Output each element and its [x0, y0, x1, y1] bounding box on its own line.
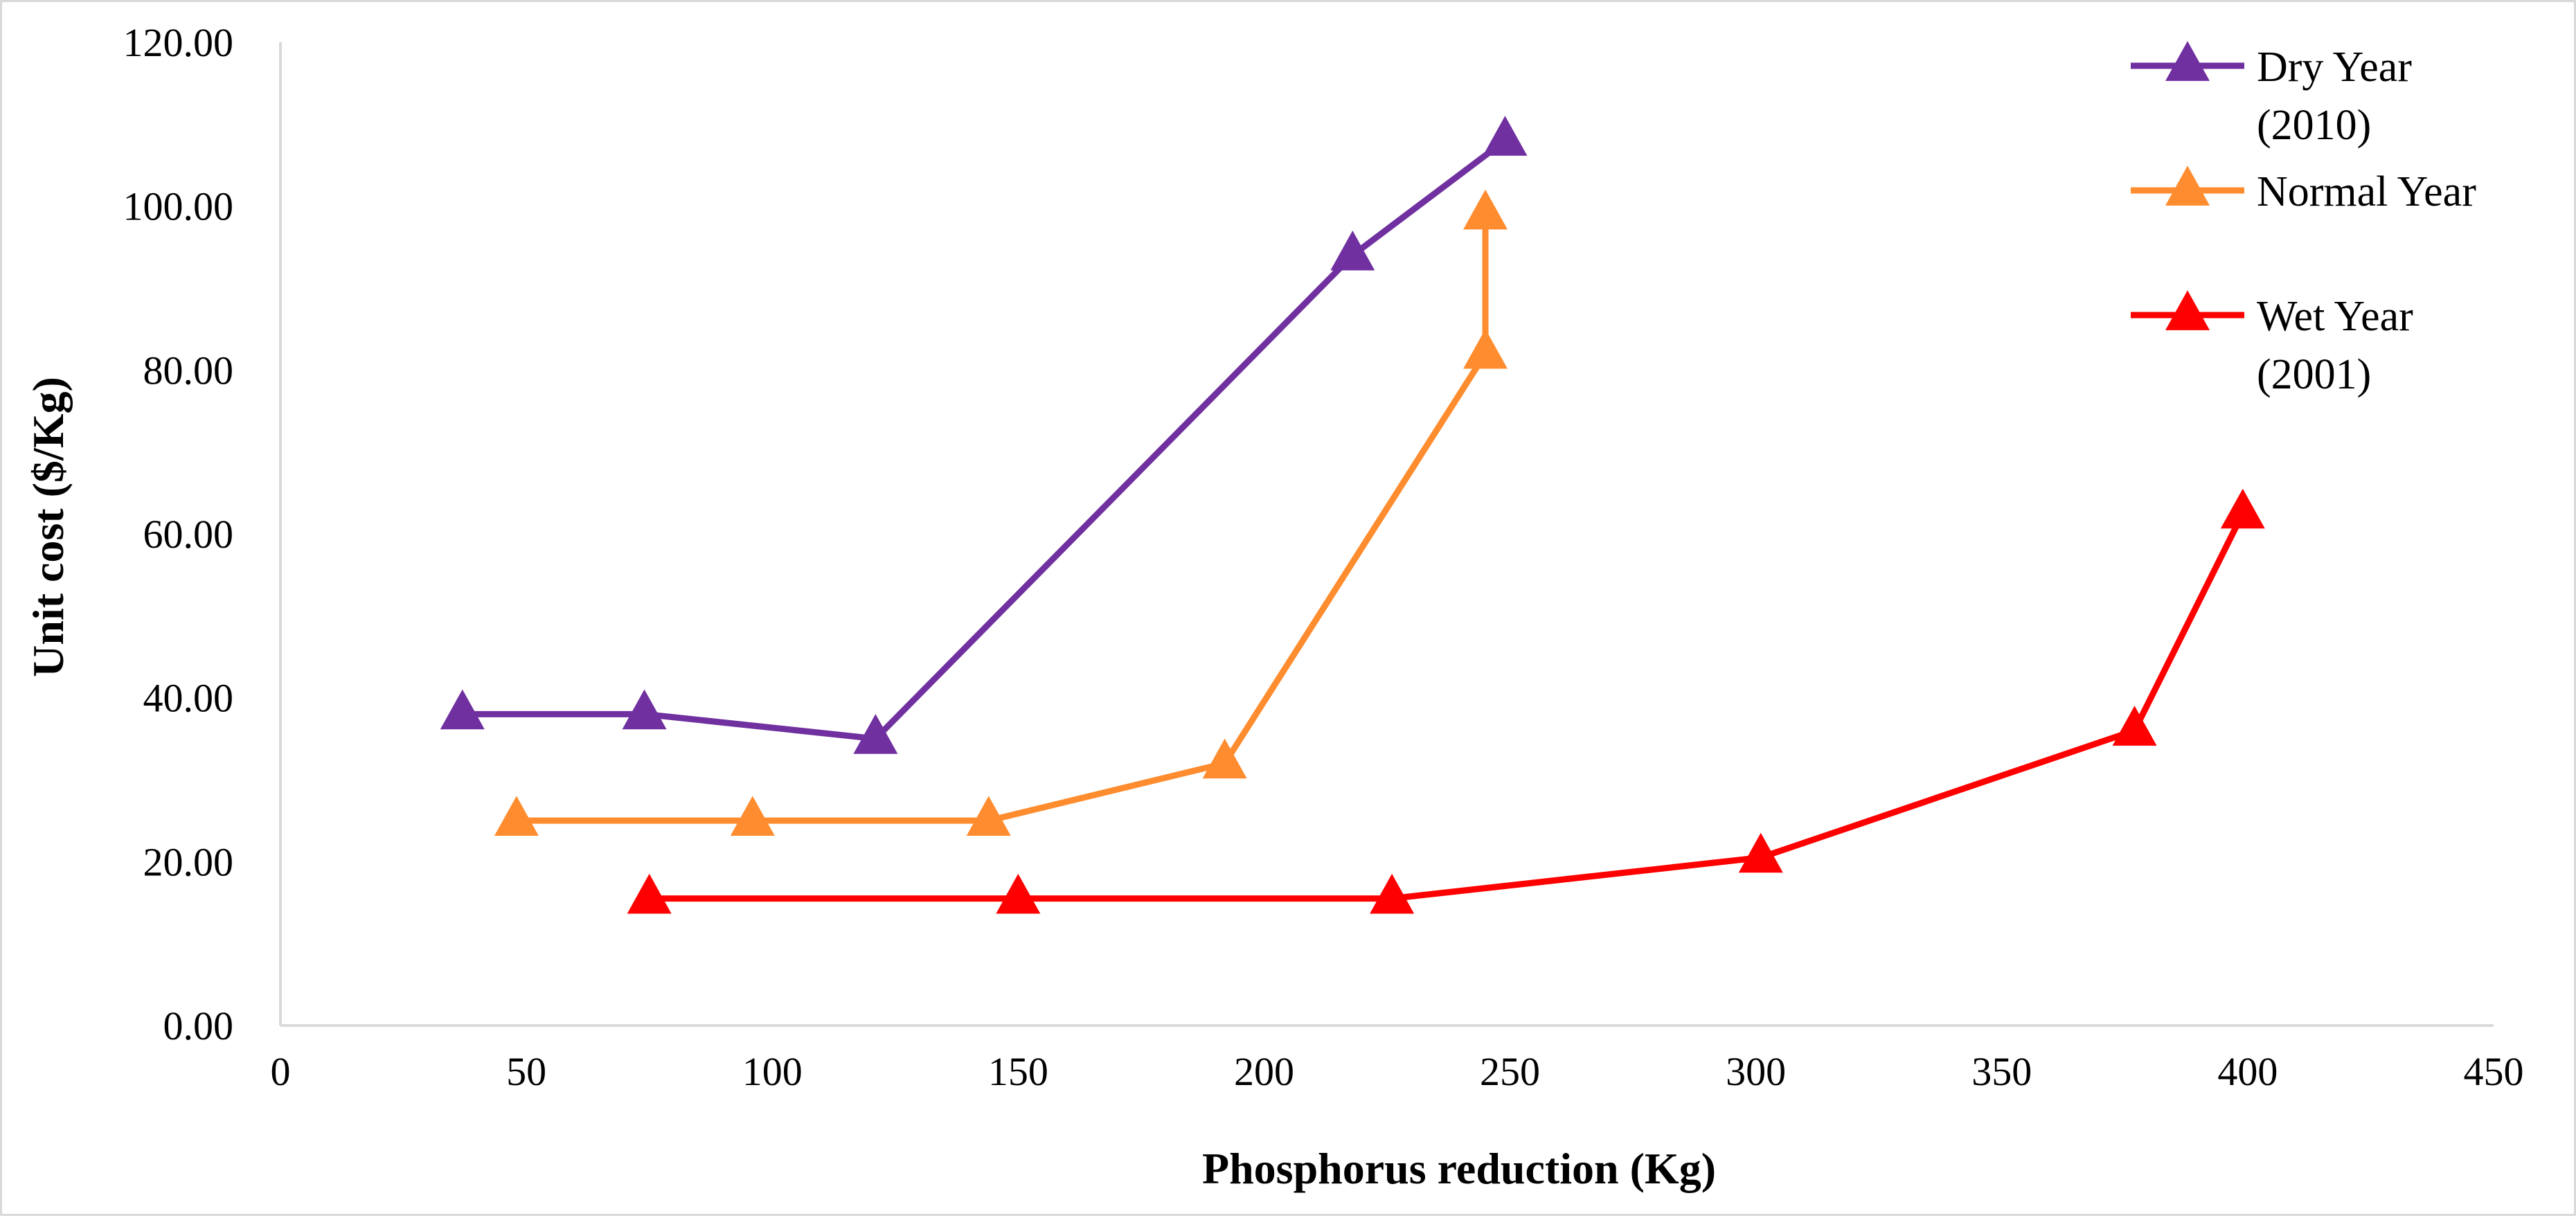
- series-normal: [494, 189, 1508, 836]
- legend-label: (2010): [2257, 102, 2371, 149]
- data-point-marker: [2112, 706, 2157, 746]
- legend-label: (2001): [2257, 351, 2371, 398]
- data-point-marker: [730, 796, 775, 836]
- series-wet: [627, 488, 2265, 914]
- legend-swatch-marker: [2165, 165, 2210, 206]
- x-tick-label: 350: [1971, 1049, 2032, 1094]
- data-point-marker: [622, 689, 667, 730]
- y-tick-label: 20.00: [143, 839, 234, 884]
- data-point-marker: [1483, 116, 1528, 156]
- y-tick-label: 60.00: [143, 512, 234, 557]
- legend-label: Dry Year: [2257, 44, 2412, 91]
- x-tick-label: 0: [271, 1049, 291, 1094]
- data-point-marker: [966, 796, 1011, 836]
- legend-entry: Wet Year (2001): [2131, 290, 2413, 398]
- data-point-marker: [1370, 873, 1415, 914]
- legend-label: Normal Year: [2257, 168, 2476, 215]
- y-tick-label: 100.00: [123, 184, 234, 229]
- series-layer: [440, 116, 2265, 914]
- data-point-marker: [494, 796, 539, 836]
- legend-label: Wet Year: [2257, 293, 2413, 340]
- data-point-marker: [2220, 488, 2265, 529]
- x-tick-label: 200: [1234, 1049, 1294, 1094]
- x-tick-label: 250: [1480, 1049, 1540, 1094]
- x-tick-label: 400: [2217, 1049, 2278, 1094]
- y-tick-label: 40.00: [143, 676, 234, 721]
- legend-swatch-marker: [2165, 41, 2210, 81]
- series-line: [649, 512, 2246, 902]
- legend: Dry Year (2010) Normal Year Wet Year (2001): [2131, 41, 2476, 398]
- x-tick-label: 50: [506, 1049, 546, 1094]
- x-tick-label: 100: [742, 1049, 803, 1094]
- x-tick-label: 450: [2464, 1049, 2524, 1094]
- data-point-marker: [853, 714, 898, 754]
- series-line: [516, 214, 1489, 824]
- series-dry: [440, 116, 1528, 754]
- y-axis-title: Unit cost ($/Kg): [24, 377, 73, 677]
- data-point-marker: [1738, 832, 1783, 873]
- data-point-marker: [440, 689, 485, 730]
- axes: [279, 42, 2494, 1027]
- y-tick-label: 80.00: [143, 348, 234, 393]
- x-tick-label: 300: [1726, 1049, 1786, 1094]
- legend-swatch-marker: [2165, 290, 2210, 330]
- tick-labels: 0 50 100 150 200 250 300 350 400 450 0.00 20.00 40.0…: [123, 20, 2524, 1094]
- y-tick-label: 0.00: [163, 1003, 234, 1048]
- data-point-marker: [1463, 189, 1508, 230]
- data-point-marker: [627, 873, 672, 914]
- legend-entry: Normal Year: [2131, 165, 2476, 215]
- legend-entry: Dry Year (2010): [2131, 41, 2412, 149]
- x-tick-label: 150: [988, 1049, 1048, 1094]
- data-point-marker: [996, 873, 1041, 914]
- series-line: [462, 138, 1508, 742]
- data-point-marker: [1330, 230, 1375, 271]
- data-point-marker: [1463, 328, 1508, 369]
- data-point-marker: [1202, 738, 1247, 779]
- y-tick-label: 120.00: [123, 20, 234, 65]
- x-axis-title: Phosphorus reduction (Kg): [1202, 1144, 1716, 1193]
